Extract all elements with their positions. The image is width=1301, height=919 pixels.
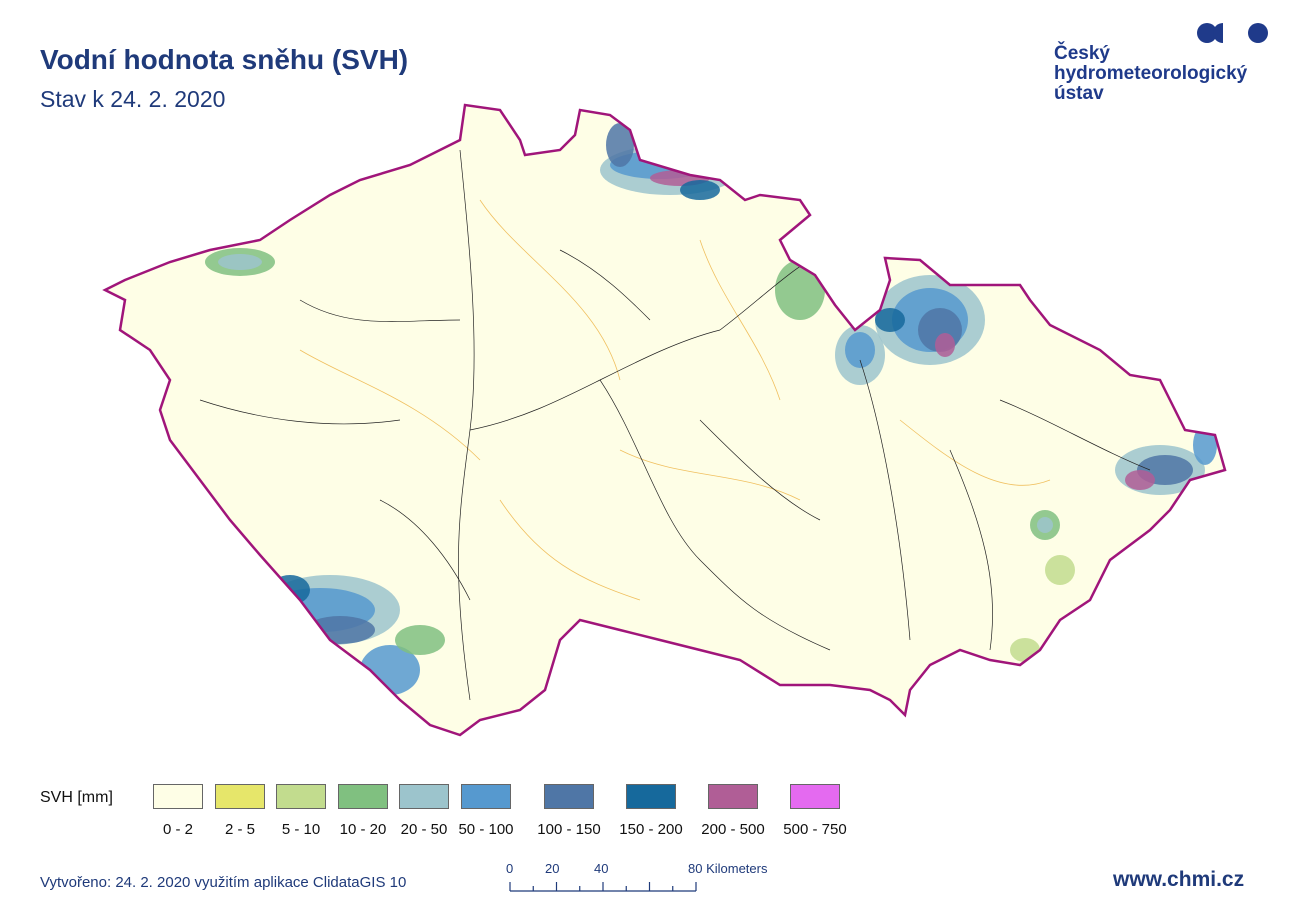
- legend-swatch: [461, 784, 511, 809]
- legend-range: 2 - 5: [224, 821, 255, 838]
- river: [999, 399, 1151, 471]
- scale-tick-label: 40: [594, 861, 609, 876]
- basin-boundary: [499, 499, 641, 601]
- scale-bar: [509, 882, 697, 892]
- scale-tick-label: 20: [545, 861, 560, 876]
- snow-patch: [875, 308, 905, 332]
- snow-patch: [680, 180, 720, 200]
- legend-range: 200 - 500: [701, 821, 765, 838]
- river: [949, 449, 993, 651]
- snow-patch: [1010, 638, 1040, 662]
- river: [859, 359, 911, 641]
- legend-range: 0 - 2: [162, 821, 193, 838]
- chmi-logo: Český hydrometeorologický ústav: [1054, 20, 1284, 110]
- legend-range: 10 - 20: [339, 821, 387, 838]
- river: [379, 499, 471, 601]
- basin-boundary: [299, 349, 481, 461]
- snow-patch: [395, 625, 445, 655]
- logo-line: ústav: [1054, 83, 1104, 104]
- snow-patch: [1125, 470, 1155, 490]
- basin-boundary: [479, 199, 621, 381]
- legend-swatch: [544, 784, 594, 809]
- snow-patch: [775, 260, 825, 320]
- legend-range: 20 - 50: [400, 821, 448, 838]
- logo-line: hydrometeorologický: [1054, 63, 1248, 84]
- legend-range: 100 - 150: [537, 821, 601, 838]
- legend-swatch: [276, 784, 326, 809]
- created-note: Vytvořeno: 24. 2. 2020 využitím aplikace…: [40, 874, 407, 891]
- website-link[interactable]: www.chmi.cz: [1113, 868, 1245, 891]
- map-subtitle: Stav k 24. 2. 2020: [40, 86, 226, 112]
- legend-swatch: [790, 784, 840, 809]
- legend-range: 500 - 750: [783, 821, 847, 838]
- basin-lines: [299, 199, 1051, 601]
- legend-range: 5 - 10: [281, 821, 321, 838]
- snow-patch: [935, 333, 955, 357]
- snow-patch: [1045, 555, 1075, 585]
- legend-label: SVH [mm]: [40, 789, 113, 806]
- legend-range: 150 - 200: [619, 821, 683, 838]
- basin-boundary: [899, 419, 1051, 486]
- map-title: Vodní hodnota sněhu (SVH): [40, 44, 409, 75]
- river: [699, 419, 821, 521]
- snow-patch: [1037, 517, 1053, 533]
- scale-tick-label: 80 Kilometers: [688, 861, 768, 876]
- basin-boundary: [699, 239, 781, 401]
- logo-line: Český: [1054, 43, 1110, 64]
- legend-range: 50 - 100: [458, 821, 514, 838]
- legend-swatch: [399, 784, 449, 809]
- scale-tick-label: 0: [506, 861, 514, 876]
- river-lines: [199, 149, 1151, 701]
- legend-swatch: [708, 784, 758, 809]
- snow-patch: [845, 332, 875, 368]
- river: [199, 399, 401, 425]
- river: [599, 379, 831, 651]
- legend-swatch: [153, 784, 203, 809]
- legend-swatch: [215, 784, 265, 809]
- logo-dots-icon: [1197, 23, 1268, 43]
- legend-swatch: [626, 784, 676, 809]
- river: [299, 299, 461, 322]
- snow-patch: [218, 254, 262, 270]
- river: [559, 249, 651, 321]
- snow-patch: [606, 123, 634, 167]
- legend-swatch: [338, 784, 388, 809]
